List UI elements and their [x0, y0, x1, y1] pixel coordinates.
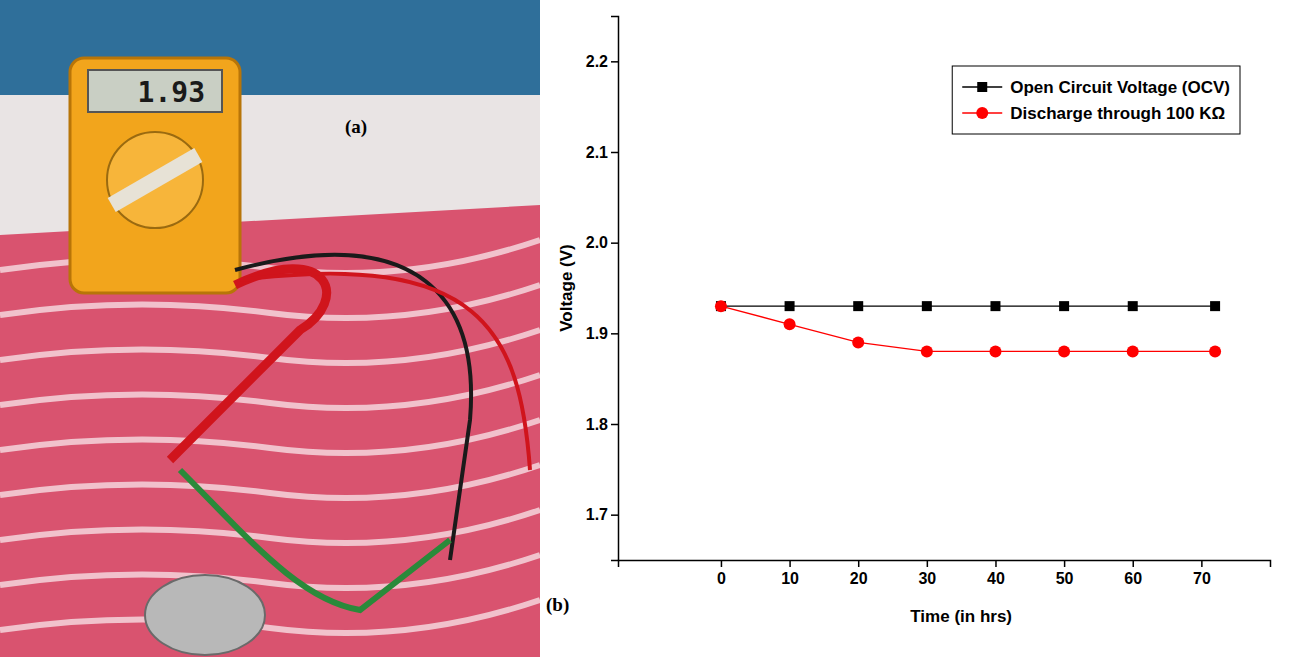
data-point	[1058, 345, 1070, 357]
photo-panel: 1.93 (a)	[0, 0, 540, 657]
cloth-stripe	[0, 375, 540, 408]
x-tick-label: 70	[1193, 570, 1211, 587]
y-tick: 1.7	[586, 506, 618, 523]
x-tick-label: 50	[1056, 570, 1074, 587]
cloth-stripe	[0, 420, 540, 453]
y-axis: 1.7 1.8 1.9 2.0 2.1 2.2	[586, 17, 619, 561]
legend-label: Open Circuit Voltage (OCV)	[1010, 78, 1230, 97]
x-tick: 20	[850, 560, 868, 587]
data-point	[990, 301, 1000, 311]
x-tick-mark	[927, 560, 929, 567]
data-point	[921, 345, 933, 357]
x-tick-mark	[789, 560, 791, 567]
panel-label: (b)	[546, 594, 569, 616]
series-line	[721, 305, 1215, 306]
legend: Open Circuit Voltage (OCV) Discharge thro…	[952, 66, 1240, 134]
data-point	[852, 336, 864, 348]
y-tick: 1.8	[586, 416, 618, 433]
data-point	[715, 300, 727, 312]
red-probe	[170, 269, 327, 460]
cloth-pattern	[0, 240, 540, 633]
x-tick-label: 30	[918, 570, 936, 587]
multimeter-screen	[88, 70, 222, 112]
x-tick-mark	[858, 560, 860, 567]
y-tick-mark	[611, 514, 618, 516]
legend-box	[952, 66, 1240, 134]
wall	[0, 0, 540, 657]
data-point	[1209, 345, 1221, 357]
x-tick: 60	[1124, 560, 1142, 587]
x-tick-label: 60	[1124, 570, 1142, 587]
x-axis-line	[619, 561, 1271, 568]
x-tick-mark	[721, 560, 723, 567]
legend-item: Discharge through 100 KΩ	[962, 104, 1225, 123]
x-tick-mark	[1064, 560, 1066, 567]
y-tick-label: 1.8	[586, 416, 608, 433]
y-tick-mark	[611, 242, 618, 244]
y-tick: 2.1	[586, 144, 618, 161]
red-wire	[240, 274, 530, 470]
x-tick-mark	[1132, 560, 1134, 567]
y-tick-label: 2.0	[586, 234, 608, 251]
plot-area	[715, 300, 1221, 357]
y-tick: 1.9	[586, 325, 618, 342]
meter-reading: 1.93	[138, 76, 205, 109]
y-tick-label: 1.7	[586, 506, 608, 523]
y-tick-label: 1.9	[586, 325, 608, 342]
y-tick-mark	[611, 61, 618, 63]
data-point	[1210, 301, 1220, 311]
y-tick-mark	[611, 333, 618, 335]
y-tick-label: 2.2	[586, 53, 608, 70]
legend-label: Discharge through 100 KΩ	[1010, 104, 1225, 123]
cloth-stripe	[0, 510, 540, 543]
x-tick-mark	[995, 560, 997, 567]
data-point	[1059, 301, 1069, 311]
data-point	[784, 318, 796, 330]
y-tick: 2.2	[586, 53, 618, 70]
legend-item: Open Circuit Voltage (OCV)	[962, 78, 1230, 97]
data-point	[853, 301, 863, 311]
x-tick: 40	[987, 560, 1005, 587]
x-tick-label: 20	[850, 570, 868, 587]
cloth-stripe	[0, 600, 540, 633]
x-tick-label: 40	[987, 570, 1005, 587]
cell	[145, 575, 265, 655]
legend-marker	[976, 107, 988, 119]
y-tick-mark	[611, 152, 618, 154]
y-axis-line	[611, 17, 619, 561]
data-point	[1128, 301, 1138, 311]
x-axis: 0 10 20 30 40 50 60 70	[619, 560, 1271, 587]
x-tick-label: 0	[717, 570, 726, 587]
figure: 1.93 (a) 0 10 20 30 40 50 60 70 1.7 1.8 1.9 2.0 2.1 2.2…	[0, 0, 1291, 657]
x-tick: 70	[1193, 560, 1211, 587]
multimeter-knob	[108, 148, 203, 212]
y-tick-label: 2.1	[586, 144, 608, 161]
legend-marker	[977, 82, 987, 92]
multimeter-dial	[107, 132, 203, 228]
data-point	[989, 345, 1001, 357]
x-tick-mark	[1201, 560, 1203, 567]
panel-label: (a)	[345, 116, 367, 138]
data-point	[922, 301, 932, 311]
chart-background	[540, 0, 1291, 657]
x-tick: 10	[781, 560, 799, 587]
series-line	[721, 306, 1215, 351]
data-point	[716, 301, 726, 311]
y-axis-title: Voltage (V)	[557, 244, 576, 332]
x-axis-title: Time (in hrs)	[910, 607, 1012, 626]
chart-panel: 0 10 20 30 40 50 60 70 1.7 1.8 1.9 2.0 2.1 2.2 Voltage…	[540, 0, 1291, 657]
x-tick-label: 10	[781, 570, 799, 587]
x-tick: 0	[717, 560, 726, 587]
y-tick: 2.0	[586, 234, 618, 251]
x-tick: 50	[1056, 560, 1074, 587]
x-tick: 30	[918, 560, 936, 587]
black-wire	[235, 255, 471, 560]
data-point	[1127, 345, 1139, 357]
multimeter-body	[70, 58, 240, 293]
y-tick-mark	[611, 424, 618, 426]
data-point	[785, 301, 795, 311]
